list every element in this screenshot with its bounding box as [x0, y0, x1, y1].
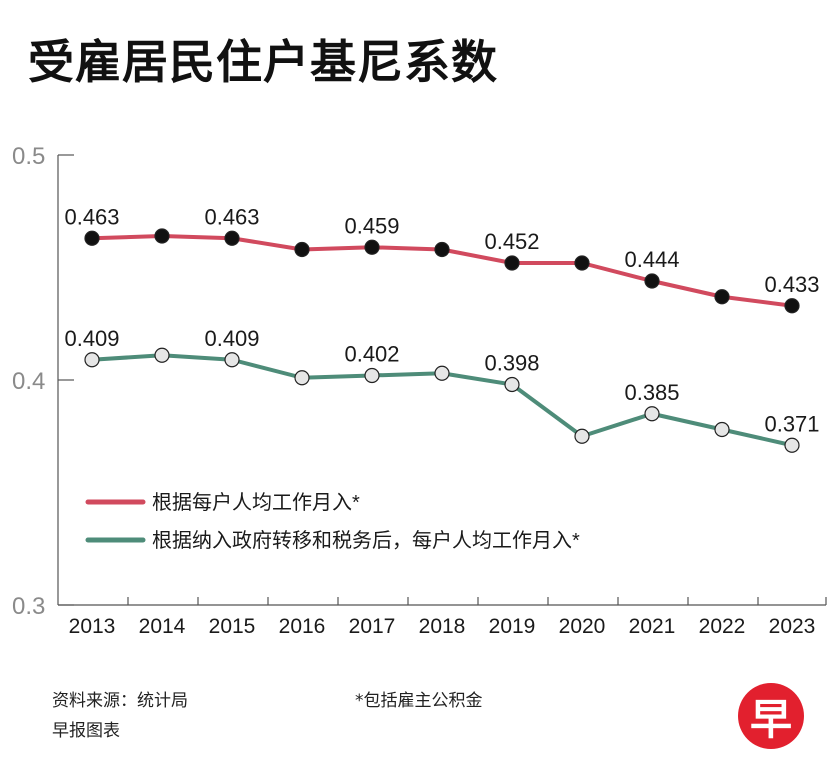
- x-tick-label: 2023: [769, 615, 816, 638]
- data-label: 0.459: [344, 213, 399, 238]
- x-tick-label: 2017: [349, 615, 396, 638]
- x-tick-label: 2016: [279, 615, 326, 638]
- data-point: [644, 406, 660, 422]
- x-tick-label: 2015: [209, 615, 256, 638]
- data-point: [224, 230, 240, 246]
- y-tick-label: 0.3: [12, 593, 45, 620]
- data-point: [644, 273, 660, 289]
- x-tick-label: 2022: [699, 615, 746, 638]
- data-label: 0.452: [484, 229, 539, 254]
- data-point: [84, 352, 100, 368]
- data-point: [574, 428, 590, 444]
- data-point: [574, 255, 590, 271]
- data-point: [364, 367, 380, 384]
- data-point: [364, 239, 380, 255]
- x-tick-label: 2018: [419, 615, 466, 638]
- data-point: [294, 241, 310, 258]
- data-label: 0.463: [64, 204, 119, 229]
- data-label: 0.409: [64, 326, 119, 351]
- legend-label: 根据纳入政府转移和税务后，每户人均工作月入*: [152, 529, 580, 552]
- data-point: [784, 437, 800, 453]
- data-label: 0.463: [204, 204, 259, 229]
- data-point: [714, 421, 730, 438]
- y-tick-label: 0.4: [12, 368, 45, 395]
- data-point: [714, 289, 730, 305]
- zaobao-logo: 早: [738, 683, 804, 749]
- data-point: [224, 352, 240, 368]
- data-label: 0.385: [624, 380, 679, 405]
- data-label: 0.433: [764, 272, 819, 297]
- x-tick-label: 2013: [69, 615, 116, 638]
- data-label: 0.409: [204, 326, 259, 351]
- data-point: [784, 298, 800, 314]
- legend-label: 根据每户人均工作月入*: [152, 491, 360, 514]
- data-label: 0.402: [344, 342, 399, 367]
- x-tick-label: 2019: [489, 615, 536, 638]
- chart-title: 受雇居民住户基尼系数: [28, 35, 498, 89]
- data-point: [154, 228, 170, 244]
- data-point: [294, 370, 310, 386]
- data-point: [504, 376, 520, 393]
- footnote: *包括雇主公积金: [355, 691, 483, 711]
- data-label: 0.398: [484, 351, 539, 376]
- credit-note: 早报图表: [52, 721, 120, 741]
- data-point: [84, 230, 100, 246]
- data-point: [434, 241, 450, 258]
- data-label: 0.371: [764, 411, 819, 436]
- y-tick-label: 0.5: [12, 143, 45, 170]
- footer-left: 资料来源：统计局 早报图表: [52, 686, 188, 746]
- data-point: [434, 365, 450, 381]
- x-tick-label: 2014: [139, 615, 186, 638]
- data-point: [154, 347, 170, 363]
- data-label: 0.444: [624, 247, 679, 272]
- data-point: [504, 255, 520, 271]
- source-note: 资料来源：统计局: [52, 691, 188, 711]
- x-tick-label: 2021: [629, 615, 676, 638]
- x-tick-label: 2020: [559, 615, 606, 638]
